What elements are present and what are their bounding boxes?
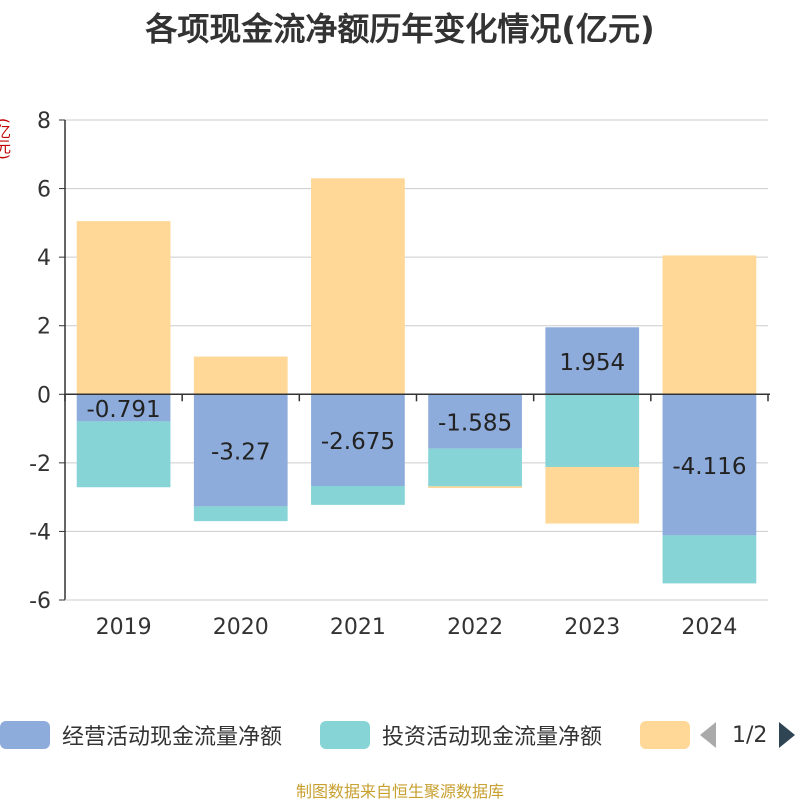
bar-2023-series-0 <box>545 327 640 395</box>
x-tick-label-2024: 2024 <box>681 615 737 640</box>
bar-2024-series-1 <box>662 535 757 584</box>
y-tick-label: -4 <box>29 520 51 545</box>
data-label-2019: -0.791 <box>87 397 161 423</box>
bar-2022-series-1 <box>428 448 522 487</box>
data-label-2020: -3.27 <box>211 439 271 465</box>
legend-pager: 1/2 <box>700 718 796 752</box>
bar-2023-series-1 <box>545 394 640 467</box>
y-tick-label: -6 <box>29 589 51 614</box>
legend: 经营活动现金流量净额 投资活动现金流量净额 1/2 <box>0 712 800 756</box>
legend-swatch-financing <box>640 721 690 749</box>
legend-prev-arrow-icon[interactable] <box>700 722 716 748</box>
legend-label-investing: 投资活动现金流量净额 <box>382 725 603 750</box>
x-tick-label-2019: 2019 <box>96 615 152 640</box>
chart-title: 各项现金流净额历年变化情况(亿元) <box>145 10 655 48</box>
x-tick-label-2021: 2021 <box>330 615 386 640</box>
data-labels: -0.791 -3.27 -2.675 -1.585 1.954 -4.116 <box>87 350 747 480</box>
legend-item-operating[interactable]: 经营活动现金流量净额 <box>0 720 282 750</box>
bar-2019-series-2 <box>76 221 171 395</box>
x-tick-label-2020: 2020 <box>213 615 269 640</box>
y-tick-label: 8 <box>37 109 51 134</box>
x-tick-label-2023: 2023 <box>564 615 620 640</box>
y-tick-label: -2 <box>29 452 51 477</box>
bar-2024-series-2 <box>662 255 757 395</box>
bar-2020-series-2 <box>193 356 288 395</box>
bar-2019-series-0 <box>76 394 171 422</box>
bar-2022-series-0 <box>428 394 522 449</box>
bars <box>76 178 757 584</box>
data-label-2024: -4.116 <box>672 454 746 480</box>
legend-swatch-operating <box>0 721 50 749</box>
bar-2024-series-0 <box>662 394 757 536</box>
y-tick-label: 0 <box>37 383 51 408</box>
legend-swatch-investing <box>320 721 370 749</box>
bar-2021-series-0 <box>311 394 405 486</box>
data-label-2022: -1.585 <box>438 410 512 436</box>
y-tick-label: 4 <box>37 246 51 271</box>
bar-2023-series-2 <box>545 466 640 524</box>
y-axis-unit: (亿元) <box>0 118 12 160</box>
legend-item-financing[interactable] <box>640 720 690 750</box>
bar-2019-series-1 <box>76 421 171 488</box>
x-tick-label-2022: 2022 <box>447 615 503 640</box>
legend-label-operating: 经营活动现金流量净额 <box>62 725 283 750</box>
y-tick-label: 2 <box>37 315 51 340</box>
source-footer: 制图数据来自恒生聚源数据库 <box>295 782 504 801</box>
legend-page-indicator: 1/2 <box>732 722 768 748</box>
bar-2021-series-2 <box>311 178 405 395</box>
bar-2020-series-0 <box>193 394 288 507</box>
bar-2022-series-2 <box>428 486 522 489</box>
bar-2020-series-1 <box>193 506 288 522</box>
stacked-bar-chart: -6 -4 -2 0 2 4 6 8 2019 2020 2021 2022 2023 2024 -0.7… <box>29 109 770 640</box>
data-label-2023: 1.954 <box>559 350 625 376</box>
legend-item-investing[interactable]: 投资活动现金流量净额 <box>320 720 602 750</box>
bar-2021-series-1 <box>311 486 405 505</box>
data-label-2021: -2.675 <box>321 429 395 455</box>
legend-next-arrow-icon[interactable] <box>779 722 796 748</box>
axes: -6 -4 -2 0 2 4 6 8 2019 2020 2021 2022 2023 2024 <box>29 109 770 640</box>
y-tick-label: 6 <box>37 178 51 203</box>
